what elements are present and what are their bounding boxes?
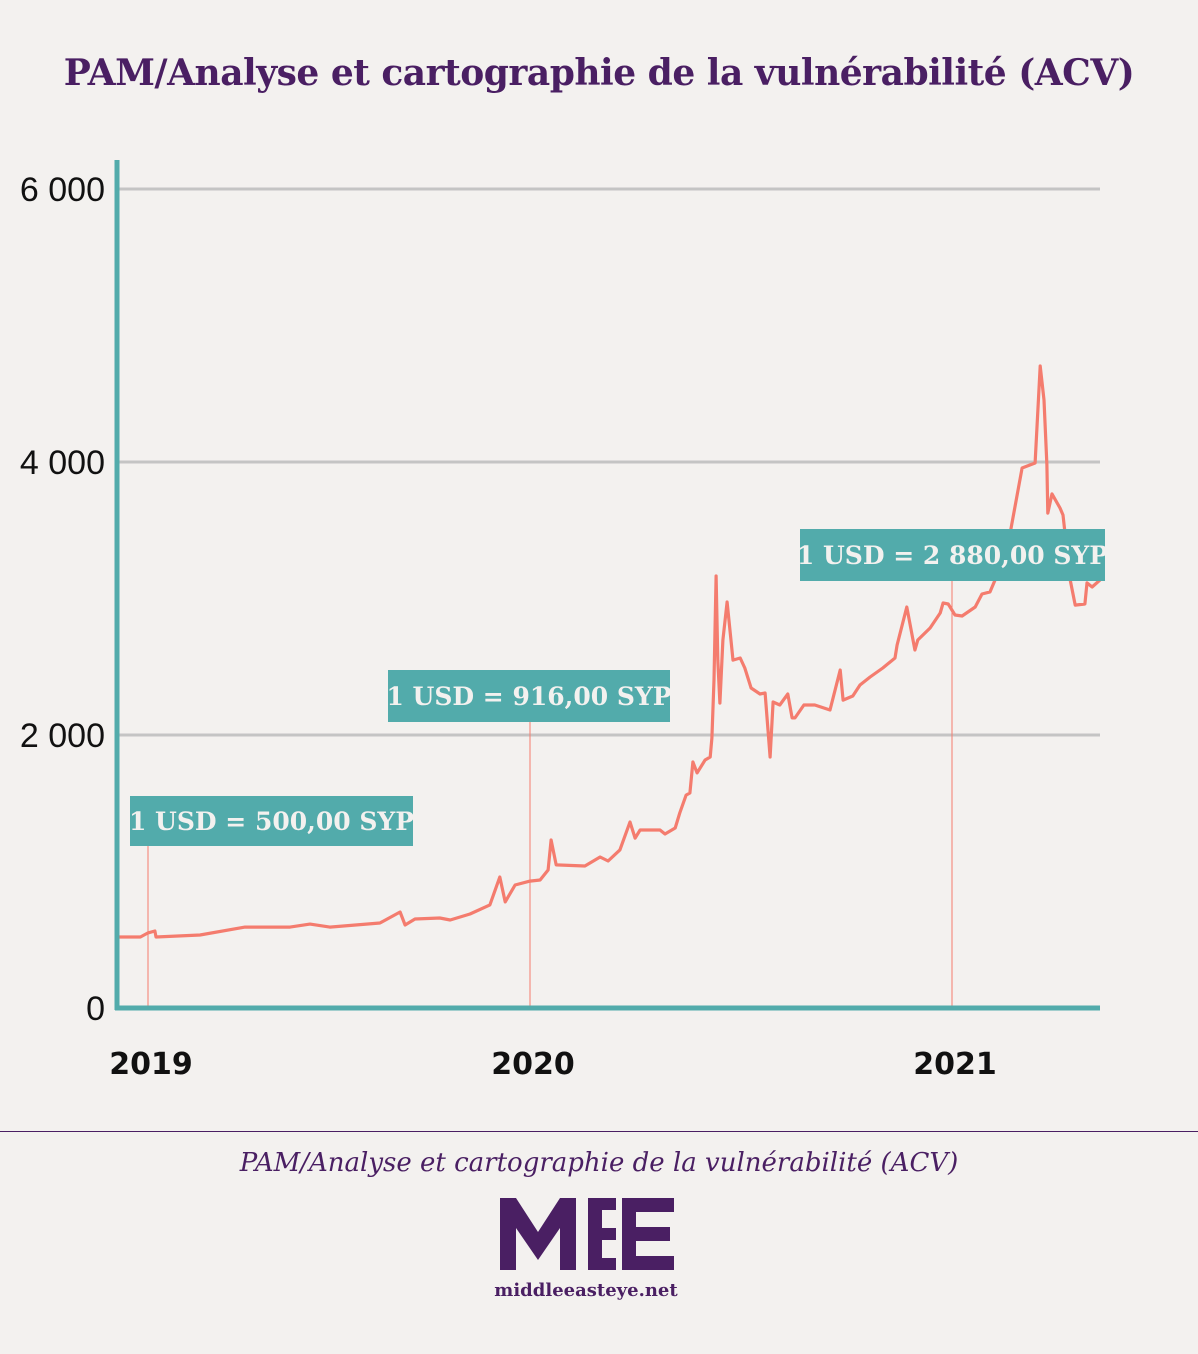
y-tick-label: 6 000	[20, 171, 105, 209]
source-caption: PAM/Analyse et cartographie de la vulnér…	[239, 1148, 959, 1178]
y-tick-label: 2 000	[20, 717, 105, 755]
x-tick-label: 2019	[109, 1047, 193, 1082]
annotation-box: 1 USD = 916,00 SYP	[386, 670, 672, 722]
x-tick-label: 2020	[491, 1047, 575, 1082]
x-tick-label: 2021	[913, 1047, 997, 1082]
annotation-boxes: 1 USD = 500,00 SYP 1 USD = 916,00 SYP 1 US…	[129, 529, 1108, 846]
annotation-background	[130, 796, 413, 846]
annotation-lines	[147, 581, 953, 1006]
chart-title: PAM/Analyse et cartographie de la vulnér…	[63, 52, 1135, 94]
line-chart: 0 2 000 4 000 6 000 2019 2020 2021 1 USD = 50…	[19, 160, 1108, 1082]
annotation-label: 1 USD = 500,00 SYP	[129, 807, 414, 836]
annotation-label: 1 USD = 2 880,00 SYP	[797, 541, 1108, 570]
annotation-background	[800, 529, 1105, 581]
annotation-background	[388, 670, 670, 722]
site-url[interactable]: middleeasteye.net	[494, 1280, 678, 1301]
grid-lines	[117, 187, 1100, 737]
annotation-box: 1 USD = 500,00 SYP	[129, 796, 414, 846]
x-tick-labels: 2019 2020 2021	[109, 1047, 997, 1082]
annotation-box: 1 USD = 2 880,00 SYP	[797, 529, 1108, 581]
y-tick-label: 0	[86, 990, 105, 1028]
y-tick-labels: 0 2 000 4 000 6 000	[20, 171, 105, 1028]
y-tick-label: 4 000	[20, 444, 105, 482]
series-line-usd-syp	[117, 364, 1102, 939]
mee-logo	[500, 1198, 674, 1270]
annotation-label: 1 USD = 916,00 SYP	[386, 682, 671, 711]
footer-divider	[0, 1131, 1198, 1132]
